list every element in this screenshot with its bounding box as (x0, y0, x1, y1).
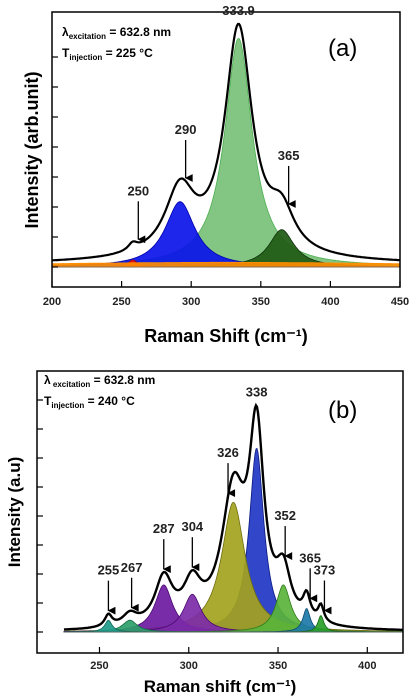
panel-a-peak-label: 365 (278, 148, 300, 163)
panel-a-y-axis-title: Intensity (arb.unit) (22, 71, 42, 228)
panel-b-peak-label: 326 (217, 445, 239, 460)
panel-b-frame (36, 370, 404, 654)
panel-b-peak-label: 365 (299, 550, 321, 565)
panel-a-x-tick-label: 350 (252, 296, 270, 308)
panel-b-peak-label: 255 (98, 563, 120, 578)
panel-a-label: (a) (328, 35, 357, 62)
panel-a-frame (51, 11, 401, 288)
panel-b-injection-info: Tinjection = 240 °C (44, 394, 135, 410)
panel-a-x-tick-label: 250 (112, 296, 130, 308)
panel-a-x-tick-label: 450 (391, 296, 409, 308)
panel-b-peak-label: 304 (181, 519, 203, 534)
panel-b-peak-label: 352 (274, 508, 296, 523)
panel-a-component-4 (51, 261, 401, 268)
panel-a-peak-label: 290 (175, 122, 197, 137)
panel-a-excitation-info: λexcitation = 632.8 nm (62, 25, 171, 41)
panel-b-envelope-line (63, 402, 404, 632)
panel-b-x-ticks: 250 300 350 400 (90, 647, 376, 672)
panel-a: 200 250 300 350 400 450 250 290 333.9 365 λexcit… (22, 3, 409, 346)
panel-a-components (51, 38, 401, 268)
panel-a-peak-label: 250 (127, 183, 149, 198)
panel-a-component-0 (51, 38, 401, 268)
panel-b-x-tick-label: 400 (358, 660, 376, 672)
panel-b-peak-label: 287 (153, 521, 175, 536)
panel-b-peak-label: 267 (121, 560, 143, 575)
panel-b-y-ticks (37, 399, 43, 633)
panel-b-peak-label: 373 (314, 562, 336, 577)
panel-b: 250 300 350 400 255 267 287 304 326 338 352 365373… (5, 370, 404, 696)
panel-a-peak-annotations: 250 290 333.9 365 (127, 3, 300, 244)
panel-a-x-tick-label: 200 (43, 296, 61, 308)
panel-b-label: (b) (328, 397, 357, 424)
panel-b-excitation-info: λ excitation = 632.8 nm (44, 373, 155, 389)
panel-b-y-axis-title: Intensity (a.u) (5, 457, 24, 568)
panel-a-x-axis-title: Raman Shift (cm⁻¹) (144, 326, 308, 346)
panel-a-peak-label: 333.9 (222, 3, 255, 18)
panel-b-x-tick-label: 350 (269, 660, 287, 672)
panel-a-x-tick-label: 300 (182, 296, 200, 308)
panel-b-x-tick-label: 250 (90, 660, 108, 672)
panel-a-injection-info: Tinjection = 225 °C (62, 46, 153, 62)
panel-b-x-axis-title: Raman shift (cm⁻¹) (144, 677, 297, 696)
panel-b-peak-label: 338 (246, 385, 268, 400)
panel-b-x-tick-label: 300 (180, 660, 198, 672)
panel-a-x-ticks: 200 250 300 350 400 450 (43, 281, 409, 308)
panel-a-x-tick-label: 400 (321, 296, 339, 308)
panel-a-y-ticks (52, 56, 58, 268)
panel-a-envelope-line (52, 22, 401, 262)
